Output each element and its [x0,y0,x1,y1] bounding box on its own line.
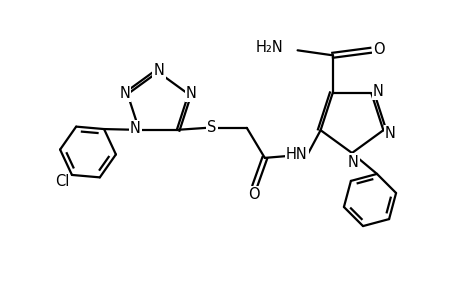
Text: N: N [185,85,196,100]
Text: N: N [153,62,164,77]
Text: N: N [347,154,358,169]
Text: N: N [129,122,140,136]
Text: HN: HN [285,147,307,162]
Text: Cl: Cl [55,174,69,189]
Text: N: N [119,85,130,100]
Text: O: O [372,42,384,57]
Text: O: O [247,188,259,202]
Text: H₂N: H₂N [255,40,283,55]
Text: N: N [372,84,383,99]
Text: S: S [207,120,216,135]
Text: N: N [384,126,395,141]
